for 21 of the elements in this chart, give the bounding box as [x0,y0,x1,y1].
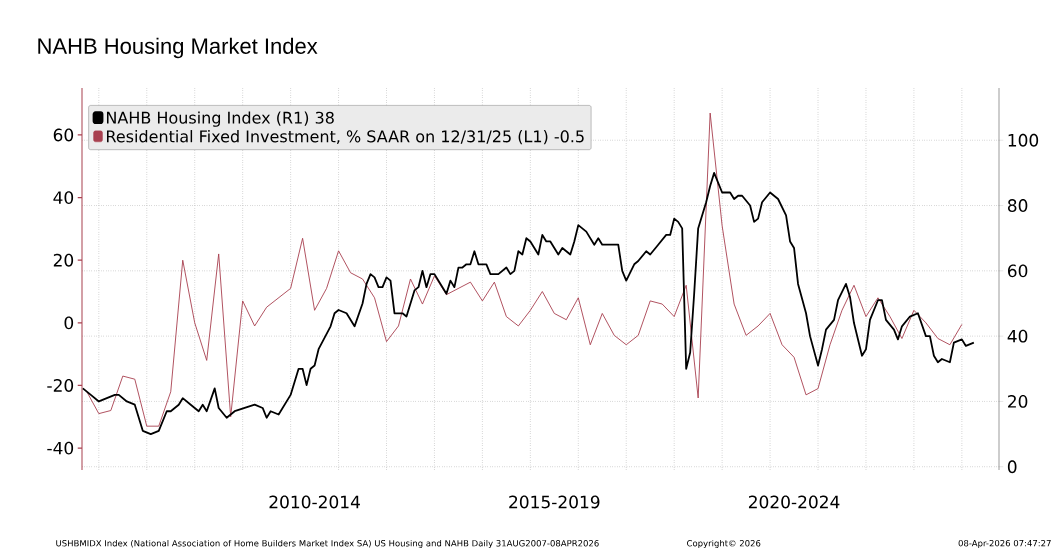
y2-tick-label: 40 [1007,329,1028,343]
text: USHBMIDX Index (National Association of Home Builders Market Index SA) US Housing and NAHB Daily 31AUG2007-08APR2026 [56,539,599,549]
y-tick-label: 20 [53,253,74,267]
y-tick-label: 60 [53,128,74,142]
x-tick-label: 2010-2014 [269,495,360,509]
y-tick-label: -40 [47,441,74,455]
x-tick-label: 2015-2019 [509,495,600,509]
y-tick-label: 40 [53,191,74,205]
y-tick-label: 0 [64,316,74,330]
y2-tick-label: 20 [1008,395,1028,408]
y2-tick-label: 0 [1007,460,1017,474]
text: 08-Apr-2026 07:47:27 [958,539,1051,549]
y2-tick-label: 60 [1007,264,1028,278]
text: Copyright© 2026 [687,539,761,549]
y2-tick-label: 80 [1007,199,1028,212]
legend-label: Residential Fixed Investment, % SAAR on 12/31/25 (L1) -0.5 [106,130,584,145]
y2-tick-label: 100 [1008,133,1039,147]
y-tick-label: -20 [47,379,74,392]
legend-label: NAHB Housing Index (R1) 38 [106,111,334,127]
x-tick-label: 2020-2024 [748,495,840,509]
chart-title: NAHB Housing Market Index [38,37,318,59]
